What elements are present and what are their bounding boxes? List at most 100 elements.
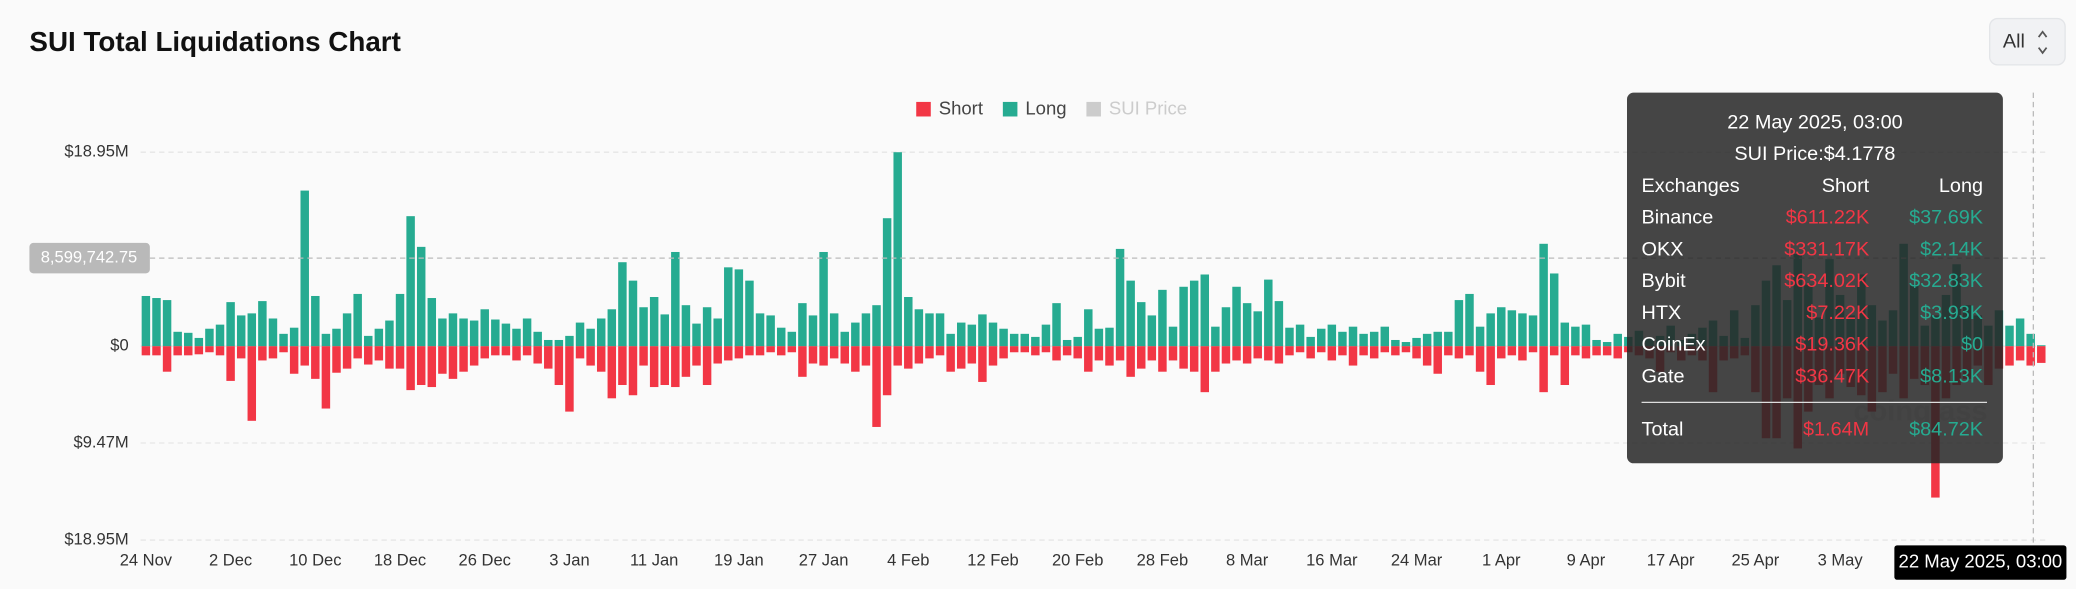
legend-label[interactable]: SUI Price xyxy=(1109,98,1187,119)
bar xyxy=(766,346,775,353)
x-tick-label: 18 Dec xyxy=(374,551,426,570)
bar xyxy=(1285,346,1294,356)
bar xyxy=(808,315,818,347)
bar xyxy=(1189,280,1199,347)
y-tick-label: $18.95M xyxy=(64,529,128,548)
bar xyxy=(1094,328,1104,347)
bar xyxy=(469,346,479,366)
tooltip: 22 May 2025, 03:00 SUI Price: $4.1778 Ex… xyxy=(1627,92,2003,464)
bar xyxy=(438,318,447,347)
bar xyxy=(988,346,998,366)
tooltip-price: $4.1778 xyxy=(1824,143,1896,165)
bar xyxy=(1317,346,1326,353)
bar xyxy=(300,346,309,366)
bar xyxy=(1327,346,1337,361)
bar xyxy=(692,346,701,366)
bar xyxy=(904,297,913,347)
bar xyxy=(1528,346,1538,353)
bar xyxy=(1242,346,1252,364)
bar xyxy=(448,346,458,379)
tooltip-cell: $36.47K xyxy=(1795,365,1870,387)
bar xyxy=(1528,315,1538,347)
bar xyxy=(162,346,172,372)
tooltip-cell: HTX xyxy=(1642,302,1682,324)
bar xyxy=(141,346,151,356)
bar xyxy=(194,337,204,347)
bar xyxy=(798,346,807,377)
bar xyxy=(1137,346,1146,369)
bar xyxy=(935,313,945,347)
x-tick-label: 24 Nov xyxy=(120,551,173,570)
bar xyxy=(628,280,638,347)
bar xyxy=(1465,293,1474,347)
bar xyxy=(215,324,225,347)
bar xyxy=(925,313,934,347)
x-tick-label: 25 Apr xyxy=(1731,551,1779,570)
legend-label[interactable]: Long xyxy=(1025,98,1066,119)
bar xyxy=(1433,346,1442,374)
bar xyxy=(798,303,807,347)
bar xyxy=(724,346,733,361)
bar xyxy=(279,346,288,353)
bar xyxy=(978,314,987,347)
legend-label[interactable]: Short xyxy=(939,98,984,119)
bar xyxy=(268,346,278,359)
tooltip-cell: $331.17K xyxy=(1784,238,1870,260)
bar xyxy=(1232,286,1241,347)
bar xyxy=(258,346,267,361)
bar xyxy=(374,346,384,361)
bar xyxy=(565,346,574,412)
bar xyxy=(1200,274,1210,347)
bar xyxy=(2005,325,2014,347)
bar xyxy=(787,331,797,347)
bar xyxy=(851,322,860,347)
bar xyxy=(946,346,955,372)
x-tick-label: 11 Jan xyxy=(630,551,678,570)
bar xyxy=(776,327,786,347)
bar xyxy=(1497,346,1506,359)
bar xyxy=(215,346,225,356)
bar xyxy=(734,346,744,359)
selector-box[interactable] xyxy=(1989,17,2066,66)
tooltip-total: $84.72K xyxy=(1909,418,1984,440)
bar xyxy=(1486,346,1495,386)
x-tick-label: 27 Jan xyxy=(799,551,849,570)
bar xyxy=(1560,322,1570,347)
bar xyxy=(501,346,511,356)
bar xyxy=(1454,300,1464,347)
bar xyxy=(1380,346,1390,353)
crosshair-y-box xyxy=(29,242,150,274)
tooltip-cell: CoinEx xyxy=(1642,334,1706,356)
bar xyxy=(1137,302,1146,347)
bar xyxy=(988,322,998,347)
bar xyxy=(533,331,542,347)
selector-label[interactable]: All xyxy=(2003,31,2025,53)
range-selector[interactable]: All xyxy=(1989,17,2066,66)
bar xyxy=(925,346,934,359)
bar xyxy=(332,328,341,347)
bar xyxy=(1338,346,1347,356)
bar xyxy=(480,346,489,359)
bar xyxy=(1359,346,1368,356)
bar xyxy=(618,262,627,347)
bar xyxy=(321,346,331,409)
bar xyxy=(533,346,542,364)
bar xyxy=(1115,346,1125,361)
bar xyxy=(184,332,193,347)
bar xyxy=(1168,346,1178,361)
bar xyxy=(279,333,288,347)
bar xyxy=(1549,346,1559,356)
bar xyxy=(448,313,458,347)
bar xyxy=(1242,303,1252,347)
bar xyxy=(1189,346,1199,372)
bar xyxy=(819,346,828,366)
bar xyxy=(1602,346,1612,356)
tooltip-cell: $37.69K xyxy=(1909,207,1984,229)
bar xyxy=(491,346,500,356)
bar xyxy=(1571,326,1580,347)
tooltip-cell: $8.13K xyxy=(1920,365,1984,387)
x-tick-label: 8 Mar xyxy=(1226,551,1269,570)
bar xyxy=(2026,346,2035,366)
selector-chevrons[interactable] xyxy=(2037,30,2048,55)
x-tick-label: 2 Dec xyxy=(209,551,252,570)
